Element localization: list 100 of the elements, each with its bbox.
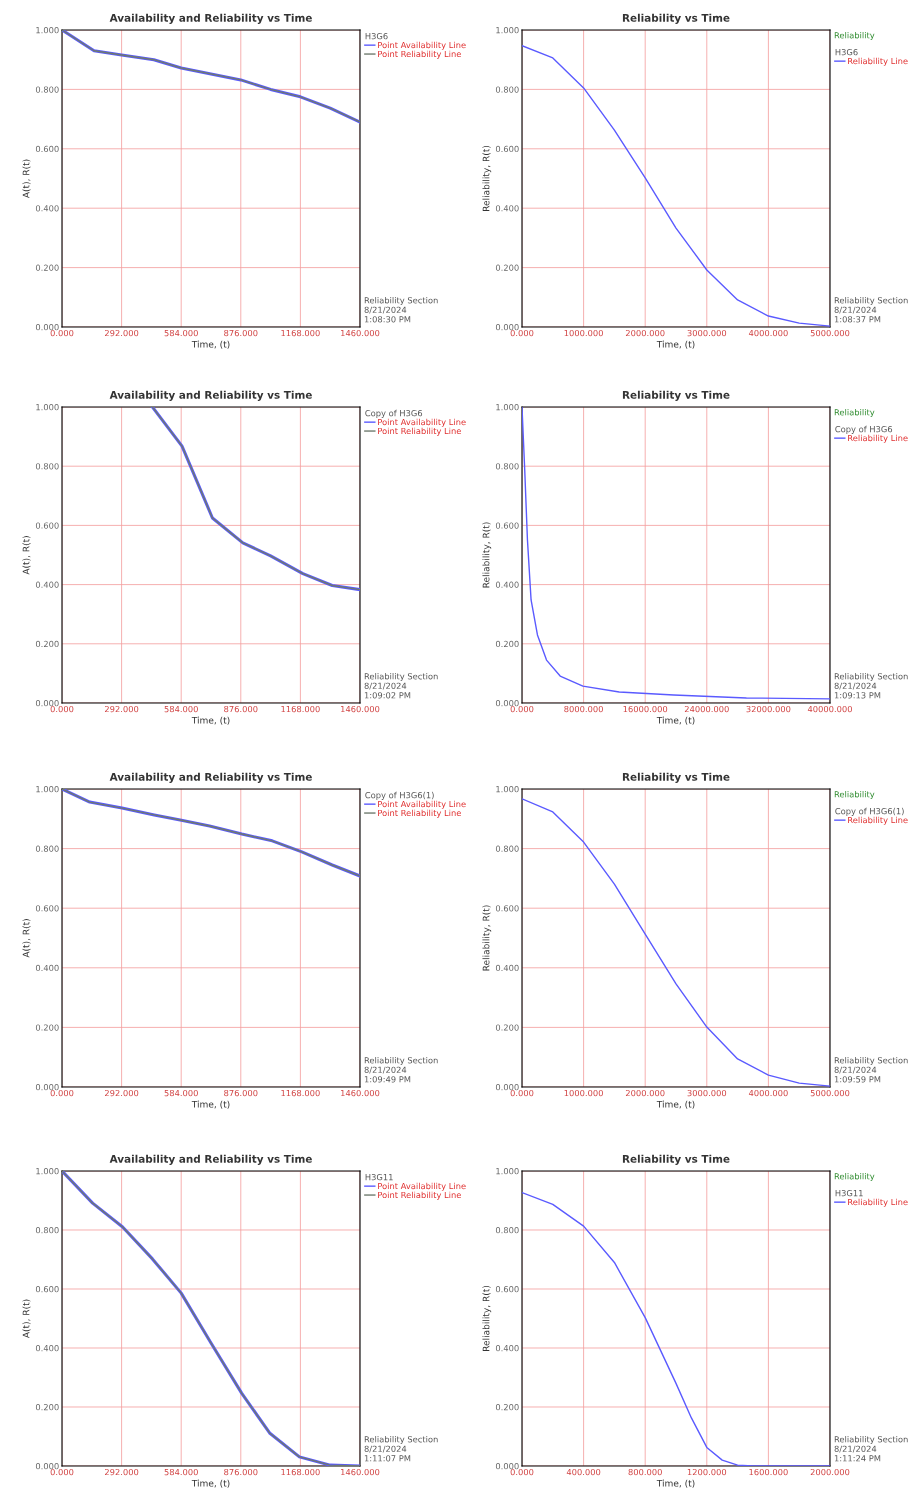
x-tick-label: 292.000 — [104, 329, 139, 337]
x-axis-title: Time, (t) — [191, 716, 230, 725]
x-axis-title: Time, (t) — [656, 1479, 695, 1488]
x-tick-label: 2000.000 — [625, 1089, 665, 1097]
y-tick-label: 0.600 — [495, 1285, 519, 1293]
y-tick-label: 0.600 — [35, 145, 59, 153]
text: Reliability — [834, 409, 875, 418]
x-tick-label: 584.000 — [164, 1089, 198, 1097]
text: Reliability — [834, 32, 875, 41]
text: 1:09:13 PM — [834, 692, 881, 699]
y-tick-label: 1.000 — [36, 403, 59, 411]
y-tick-label: 0.800 — [35, 463, 59, 470]
x-tick-label: 3000.000 — [687, 329, 727, 337]
y-tick-label: 0.200 — [35, 1403, 59, 1411]
chart-title: Availability and Reliability vs Time — [109, 13, 312, 24]
y-tick-label: 0.200 — [495, 1403, 519, 1411]
y-tick-label: 0.800 — [495, 86, 519, 93]
x-tick-label: 40000.000 — [807, 705, 852, 713]
text: 8/21/2024 — [364, 1066, 407, 1074]
x-tick-label: 1168.000 — [281, 329, 320, 337]
x-tick-label: 3000.000 — [687, 1089, 727, 1097]
y-tick-label: 0.200 — [35, 640, 59, 648]
x-tick-label: 1460.000 — [341, 705, 380, 713]
y-axis-title: Reliability, R(t) — [482, 145, 492, 211]
x-tick-label: 32000.000 — [746, 705, 791, 713]
y-tick-label: 0.400 — [495, 1344, 519, 1352]
text: 1:08:30 PM — [364, 316, 411, 323]
text: 1:11:07 PM — [364, 1455, 411, 1462]
x-tick-label: 4000.000 — [748, 329, 788, 337]
x-tick-label: 0.000 — [50, 1468, 74, 1476]
x-tick-label: 876.000 — [224, 705, 258, 713]
text: 8/21/2024 — [834, 1066, 877, 1074]
x-tick-label: 292.000 — [104, 1089, 139, 1097]
x-tick-label: 0.000 — [510, 1089, 534, 1097]
y-tick-label: 0.000 — [35, 1462, 59, 1470]
x-tick-label: 400.000 — [566, 1468, 601, 1476]
legend-title: Copy of H3G6 — [365, 409, 423, 418]
x-tick-label: 1168.000 — [281, 705, 320, 713]
y-tick-label: 0.800 — [495, 1226, 519, 1234]
x-tick-label: 1000.000 — [564, 329, 603, 337]
legend-title: Copy of H3G6 — [835, 425, 893, 434]
y-axis-title: Reliability, R(t) — [482, 522, 492, 588]
y-tick-label: 0.000 — [35, 1083, 59, 1091]
x-tick-label: 1460.000 — [341, 1089, 380, 1097]
chart-title: Availability and Reliability vs Time — [109, 772, 312, 783]
text: 8/21/2024 — [834, 306, 877, 314]
text: 8/21/2024 — [834, 1445, 877, 1453]
y-tick-label: 1.000 — [36, 785, 59, 793]
x-axis-title: Time, (t) — [191, 1479, 230, 1488]
y-tick-label: 1.000 — [496, 1167, 519, 1175]
x-tick-label: 800.000 — [628, 1468, 662, 1476]
text: Reliability Section — [364, 1436, 438, 1445]
y-tick-label: 0.200 — [495, 640, 519, 648]
y-tick-label: 0.000 — [495, 1462, 519, 1470]
y-axis-title: Reliability, R(t) — [482, 905, 492, 971]
text: 1:11:24 PM — [834, 1455, 881, 1462]
y-tick-label: 0.200 — [495, 264, 519, 271]
x-tick-label: 1600.000 — [749, 1468, 788, 1476]
y-tick-label: 0.400 — [495, 205, 519, 212]
y-tick-label: 1.000 — [496, 785, 519, 793]
y-tick-label: 0.400 — [495, 581, 519, 588]
text: Reliability Section — [834, 1057, 908, 1066]
x-tick-label: 16000.000 — [623, 705, 668, 713]
y-tick-label: 1.000 — [496, 26, 519, 34]
y-tick-label: 0.200 — [35, 1024, 59, 1031]
legend-label: Point Reliability Line — [378, 427, 461, 436]
x-axis-title: Time, (t) — [191, 340, 230, 349]
x-tick-label: 1168.000 — [281, 1089, 320, 1097]
x-tick-label: 8000.000 — [564, 705, 603, 713]
y-axis-title: A(t), R(t) — [22, 536, 31, 575]
x-tick-label: 0.000 — [510, 1468, 534, 1476]
x-tick-label: 1200.000 — [687, 1468, 727, 1476]
text: Reliability Section — [834, 673, 908, 682]
chart-title: Reliability vs Time — [622, 772, 730, 783]
legend-title: H3G6 — [365, 32, 388, 40]
legend-title: H3G11 — [365, 1173, 393, 1181]
x-tick-label: 2000.000 — [625, 329, 665, 337]
x-tick-label: 1460.000 — [341, 1468, 380, 1476]
x-tick-label: 5000.000 — [810, 1089, 850, 1097]
text: Reliability Section — [364, 297, 438, 306]
chart-title: Availability and Reliability vs Time — [109, 1154, 312, 1165]
legend-label: Point Reliability Line — [378, 809, 461, 818]
x-axis-title: Time, (t) — [656, 1100, 695, 1109]
x-tick-label: 5000.000 — [810, 329, 850, 337]
x-tick-label: 876.000 — [224, 1089, 258, 1097]
x-axis-title: Time, (t) — [656, 716, 695, 725]
chart-title: Availability and Reliability vs Time — [109, 390, 312, 401]
text: 1:09:59 PM — [834, 1076, 881, 1083]
y-tick-label: 1.000 — [496, 403, 519, 411]
y-tick-label: 0.800 — [35, 1226, 59, 1234]
y-tick-label: 0.400 — [35, 581, 59, 588]
x-tick-label: 4000.000 — [748, 1089, 788, 1097]
y-tick-label: 0.000 — [495, 1083, 519, 1091]
y-tick-label: 0.800 — [495, 463, 519, 470]
y-tick-label: 0.600 — [35, 1285, 59, 1293]
y-tick-label: 0.800 — [35, 86, 59, 93]
x-tick-label: 0.000 — [50, 1089, 74, 1097]
y-tick-label: 0.400 — [35, 1344, 59, 1352]
y-tick-label: 0.200 — [35, 264, 59, 271]
text: Reliability Section — [364, 1057, 438, 1066]
